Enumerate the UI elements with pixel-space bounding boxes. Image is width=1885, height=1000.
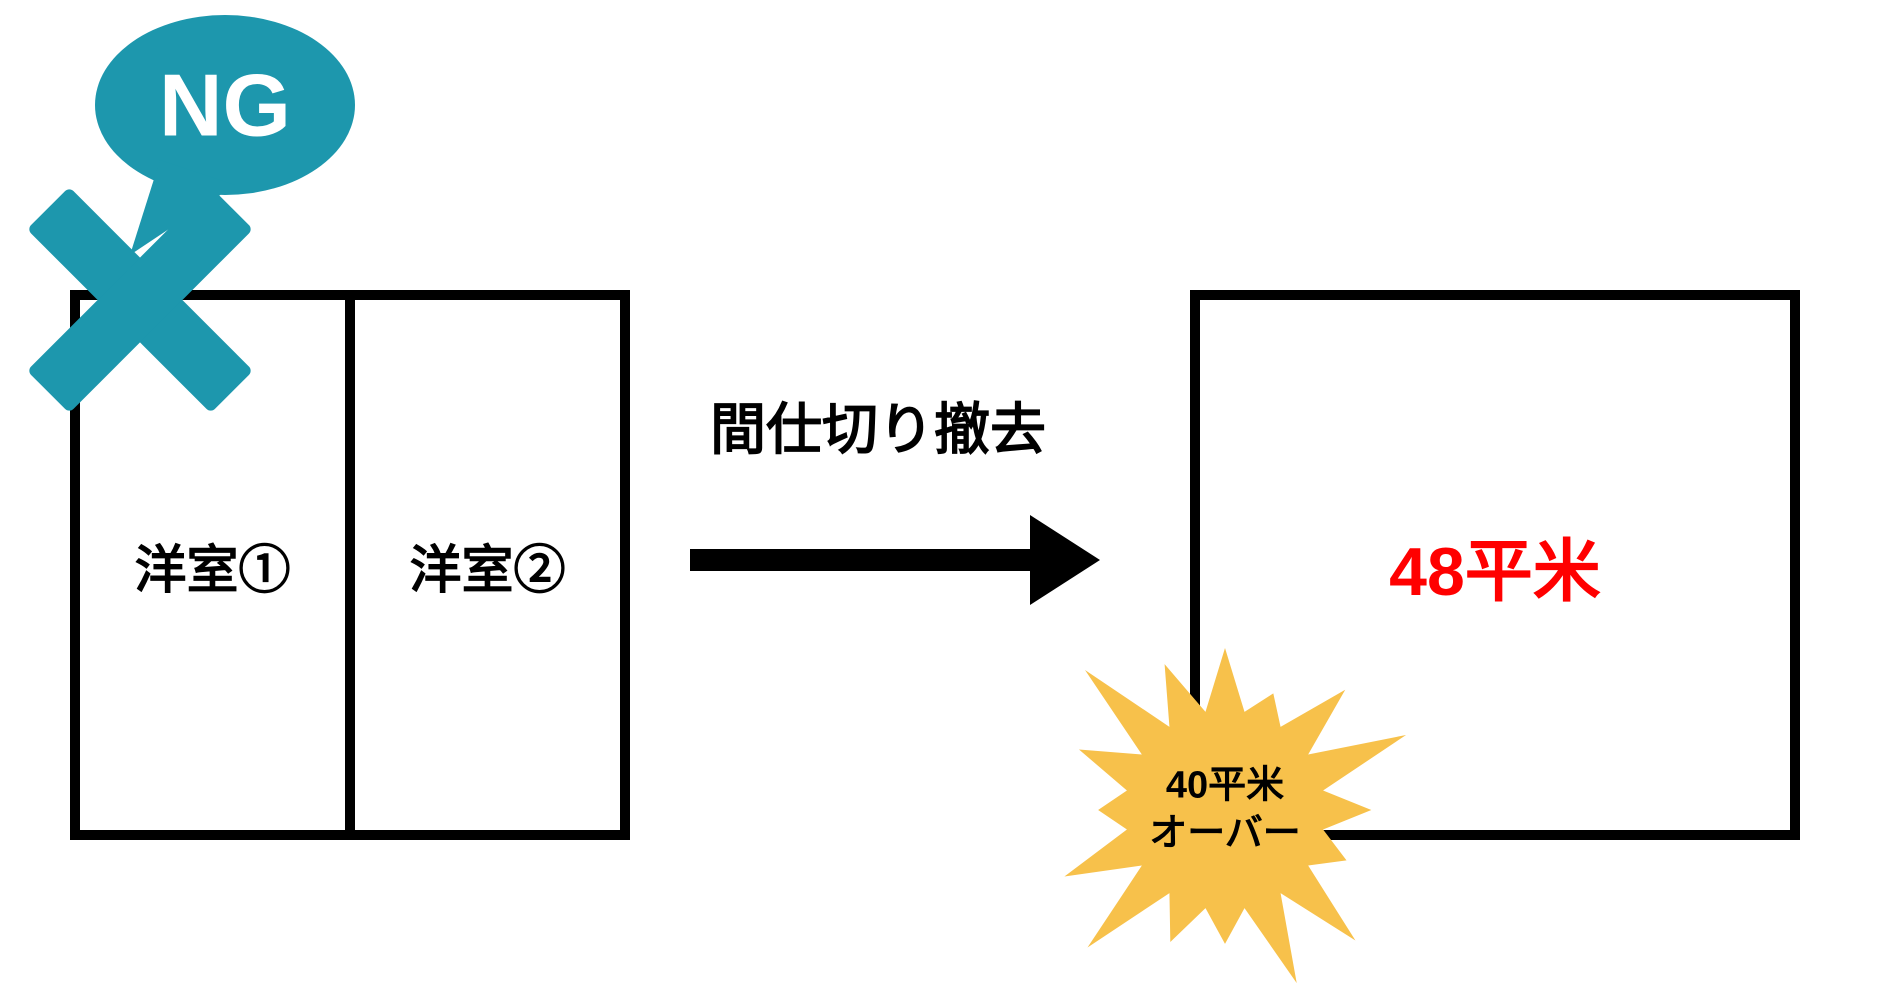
arrow-label: 間仕切り撤去 [710, 385, 1046, 466]
room-1-label: 洋室① [134, 528, 290, 603]
result-area-text: 48平米 [1389, 516, 1601, 615]
burst-line-1: 40平米 [1166, 765, 1284, 807]
ng-text: NG [159, 56, 291, 155]
burst-text: 40平米 オーバー [1095, 763, 1355, 858]
burst-line-2: オーバー [1149, 812, 1301, 854]
room-2-label: 洋室② [409, 528, 565, 603]
ng-badge: NG [0, 0, 400, 460]
